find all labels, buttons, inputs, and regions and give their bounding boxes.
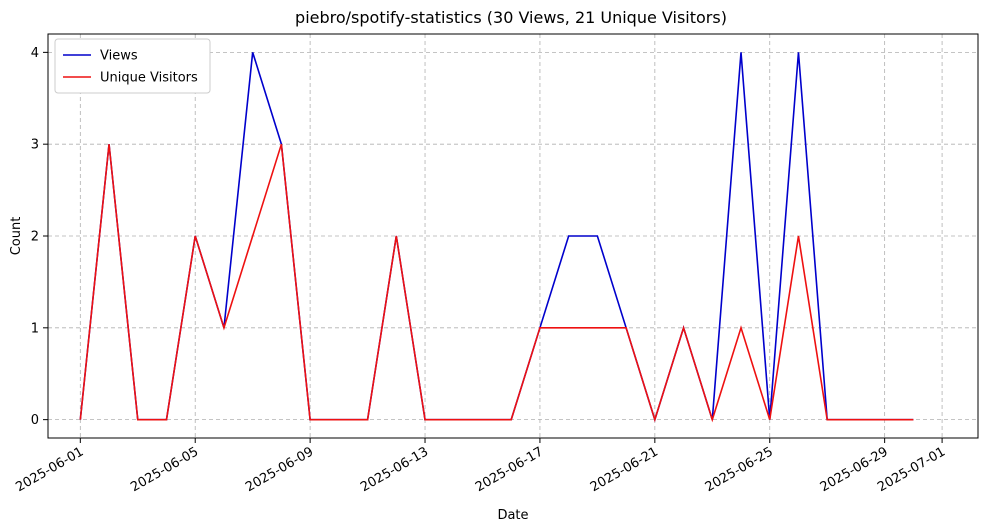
x-tick-label: 2025-06-01: [13, 444, 86, 495]
y-tick-label: 3: [31, 138, 39, 153]
x-tick-label: 2025-06-21: [588, 444, 661, 495]
x-axis: 2025-06-01 2025-06-05 2025-06-09 2025-06-13…: [13, 438, 948, 495]
x-axis-title: Date: [497, 508, 528, 523]
chart-title: piebro/spotify-statistics (30 Views, 21 …: [295, 8, 727, 27]
y-tick-label: 4: [31, 46, 39, 61]
x-tick-label: 2025-06-25: [703, 444, 776, 495]
y-axis: 0 1 2 3 4: [31, 46, 48, 428]
x-tick-label: 2025-06-17: [473, 444, 546, 495]
x-tick-label: 2025-06-09: [243, 444, 316, 495]
x-tick-label: 2025-06-13: [358, 444, 431, 495]
y-axis-title: Count: [9, 217, 24, 256]
legend-label: Views: [100, 49, 138, 64]
legend-box: [54, 38, 211, 94]
series-line-1: [79, 143, 914, 423]
legend-label: Unique Visitors: [100, 71, 198, 86]
series-layer: [79, 52, 914, 423]
y-tick-label: 0: [31, 413, 39, 428]
y-tick-label: 1: [31, 321, 39, 336]
y-tick-label: 2: [31, 230, 39, 245]
grid: [48, 34, 978, 438]
x-tick-label: 2025-06-05: [128, 444, 201, 495]
legend: Views Unique Visitors: [54, 38, 211, 94]
